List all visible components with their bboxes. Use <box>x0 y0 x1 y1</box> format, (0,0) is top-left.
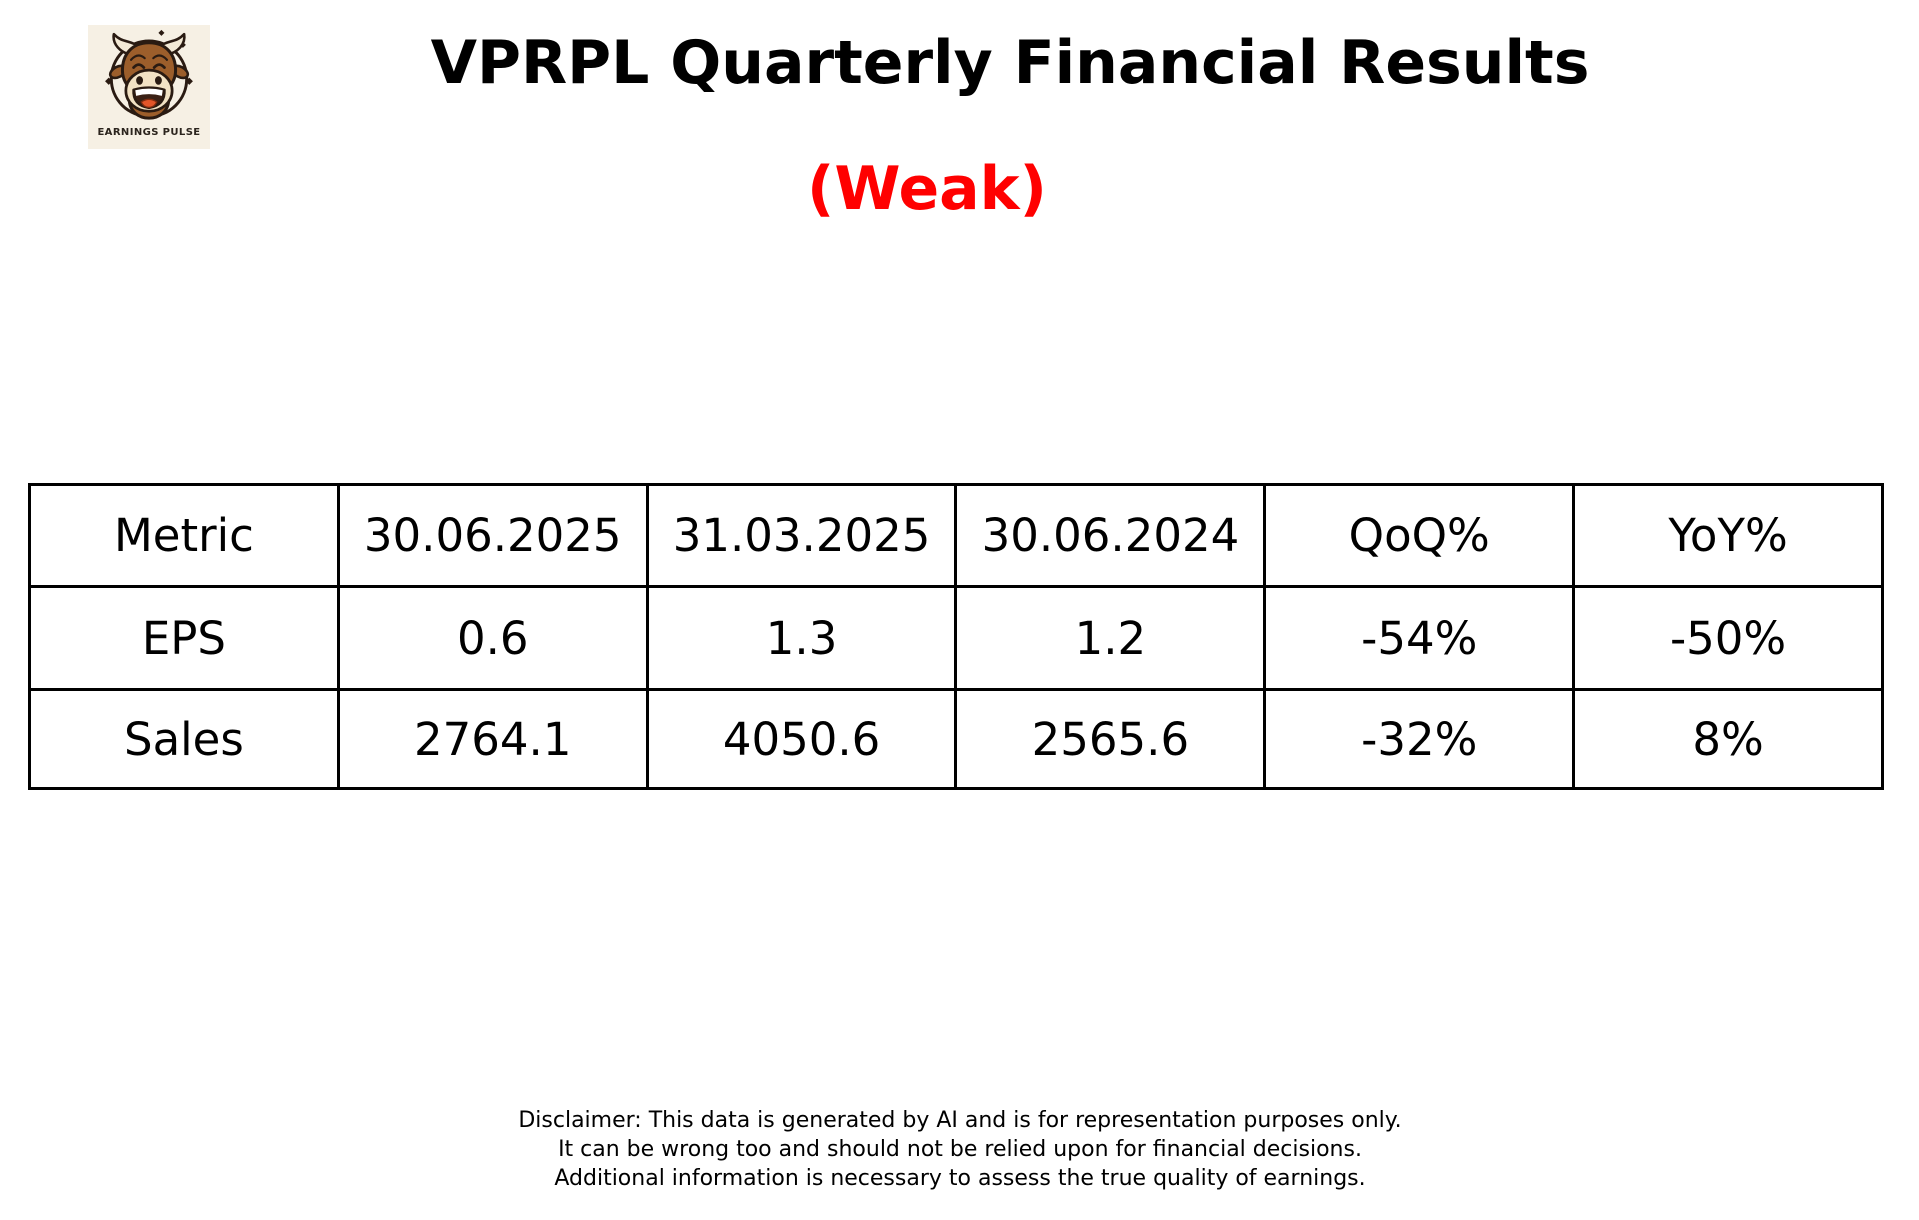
value-cell: -32% <box>1263 688 1576 790</box>
value-cell: 1.2 <box>954 585 1267 691</box>
column-header: QoQ% <box>1263 483 1576 588</box>
table-body: EPS 0.6 1.3 1.2 -54% -50% Sales 2764.1 4050.6 256… <box>28 585 1884 790</box>
value-cell: 8% <box>1572 688 1884 790</box>
disclaimer-line-2: It can be wrong too and should not be re… <box>558 1137 1362 1162</box>
value-cell: 2764.1 <box>336 688 649 790</box>
column-header: 30.06.2025 <box>336 483 649 588</box>
value-cell: 2565.6 <box>954 688 1267 790</box>
value-cell: 4050.6 <box>645 688 958 790</box>
page-title: VPRPL Quarterly Financial Results <box>430 28 1590 98</box>
financials-table: Metric 30.06.2025 31.03.2025 30.06.2024 QoQ%… <box>28 483 1884 790</box>
value-cell: -54% <box>1263 585 1576 691</box>
value-cell: 0.6 <box>336 585 649 691</box>
table-row: Sales 2764.1 4050.6 2565.6 -32% 8% <box>28 688 1884 790</box>
disclaimer-line-3: Additional information is necessary to a… <box>554 1166 1366 1191</box>
metric-cell: EPS <box>28 585 340 691</box>
verdict-label: (Weak) <box>807 154 1047 224</box>
column-header: Metric <box>28 483 340 588</box>
table-header-row: Metric 30.06.2025 31.03.2025 30.06.2024 QoQ%… <box>28 483 1884 588</box>
table-row: EPS 0.6 1.3 1.2 -54% -50% <box>28 585 1884 691</box>
disclaimer-line-1: Disclaimer: This data is generated by AI… <box>518 1108 1402 1133</box>
value-cell: -50% <box>1572 585 1884 691</box>
column-header: 31.03.2025 <box>645 483 958 588</box>
earnings-pulse-logo: EARNINGS PULSE <box>88 25 210 149</box>
disclaimer-text: Disclaimer: This data is generated by AI… <box>518 1106 1401 1193</box>
column-header: 30.06.2024 <box>954 483 1267 588</box>
laughing-bull-icon <box>105 29 193 120</box>
column-header: YoY% <box>1572 483 1884 588</box>
value-cell: 1.3 <box>645 585 958 691</box>
logo-brand-text: EARNINGS PULSE <box>97 127 201 138</box>
metric-cell: Sales <box>28 688 340 790</box>
